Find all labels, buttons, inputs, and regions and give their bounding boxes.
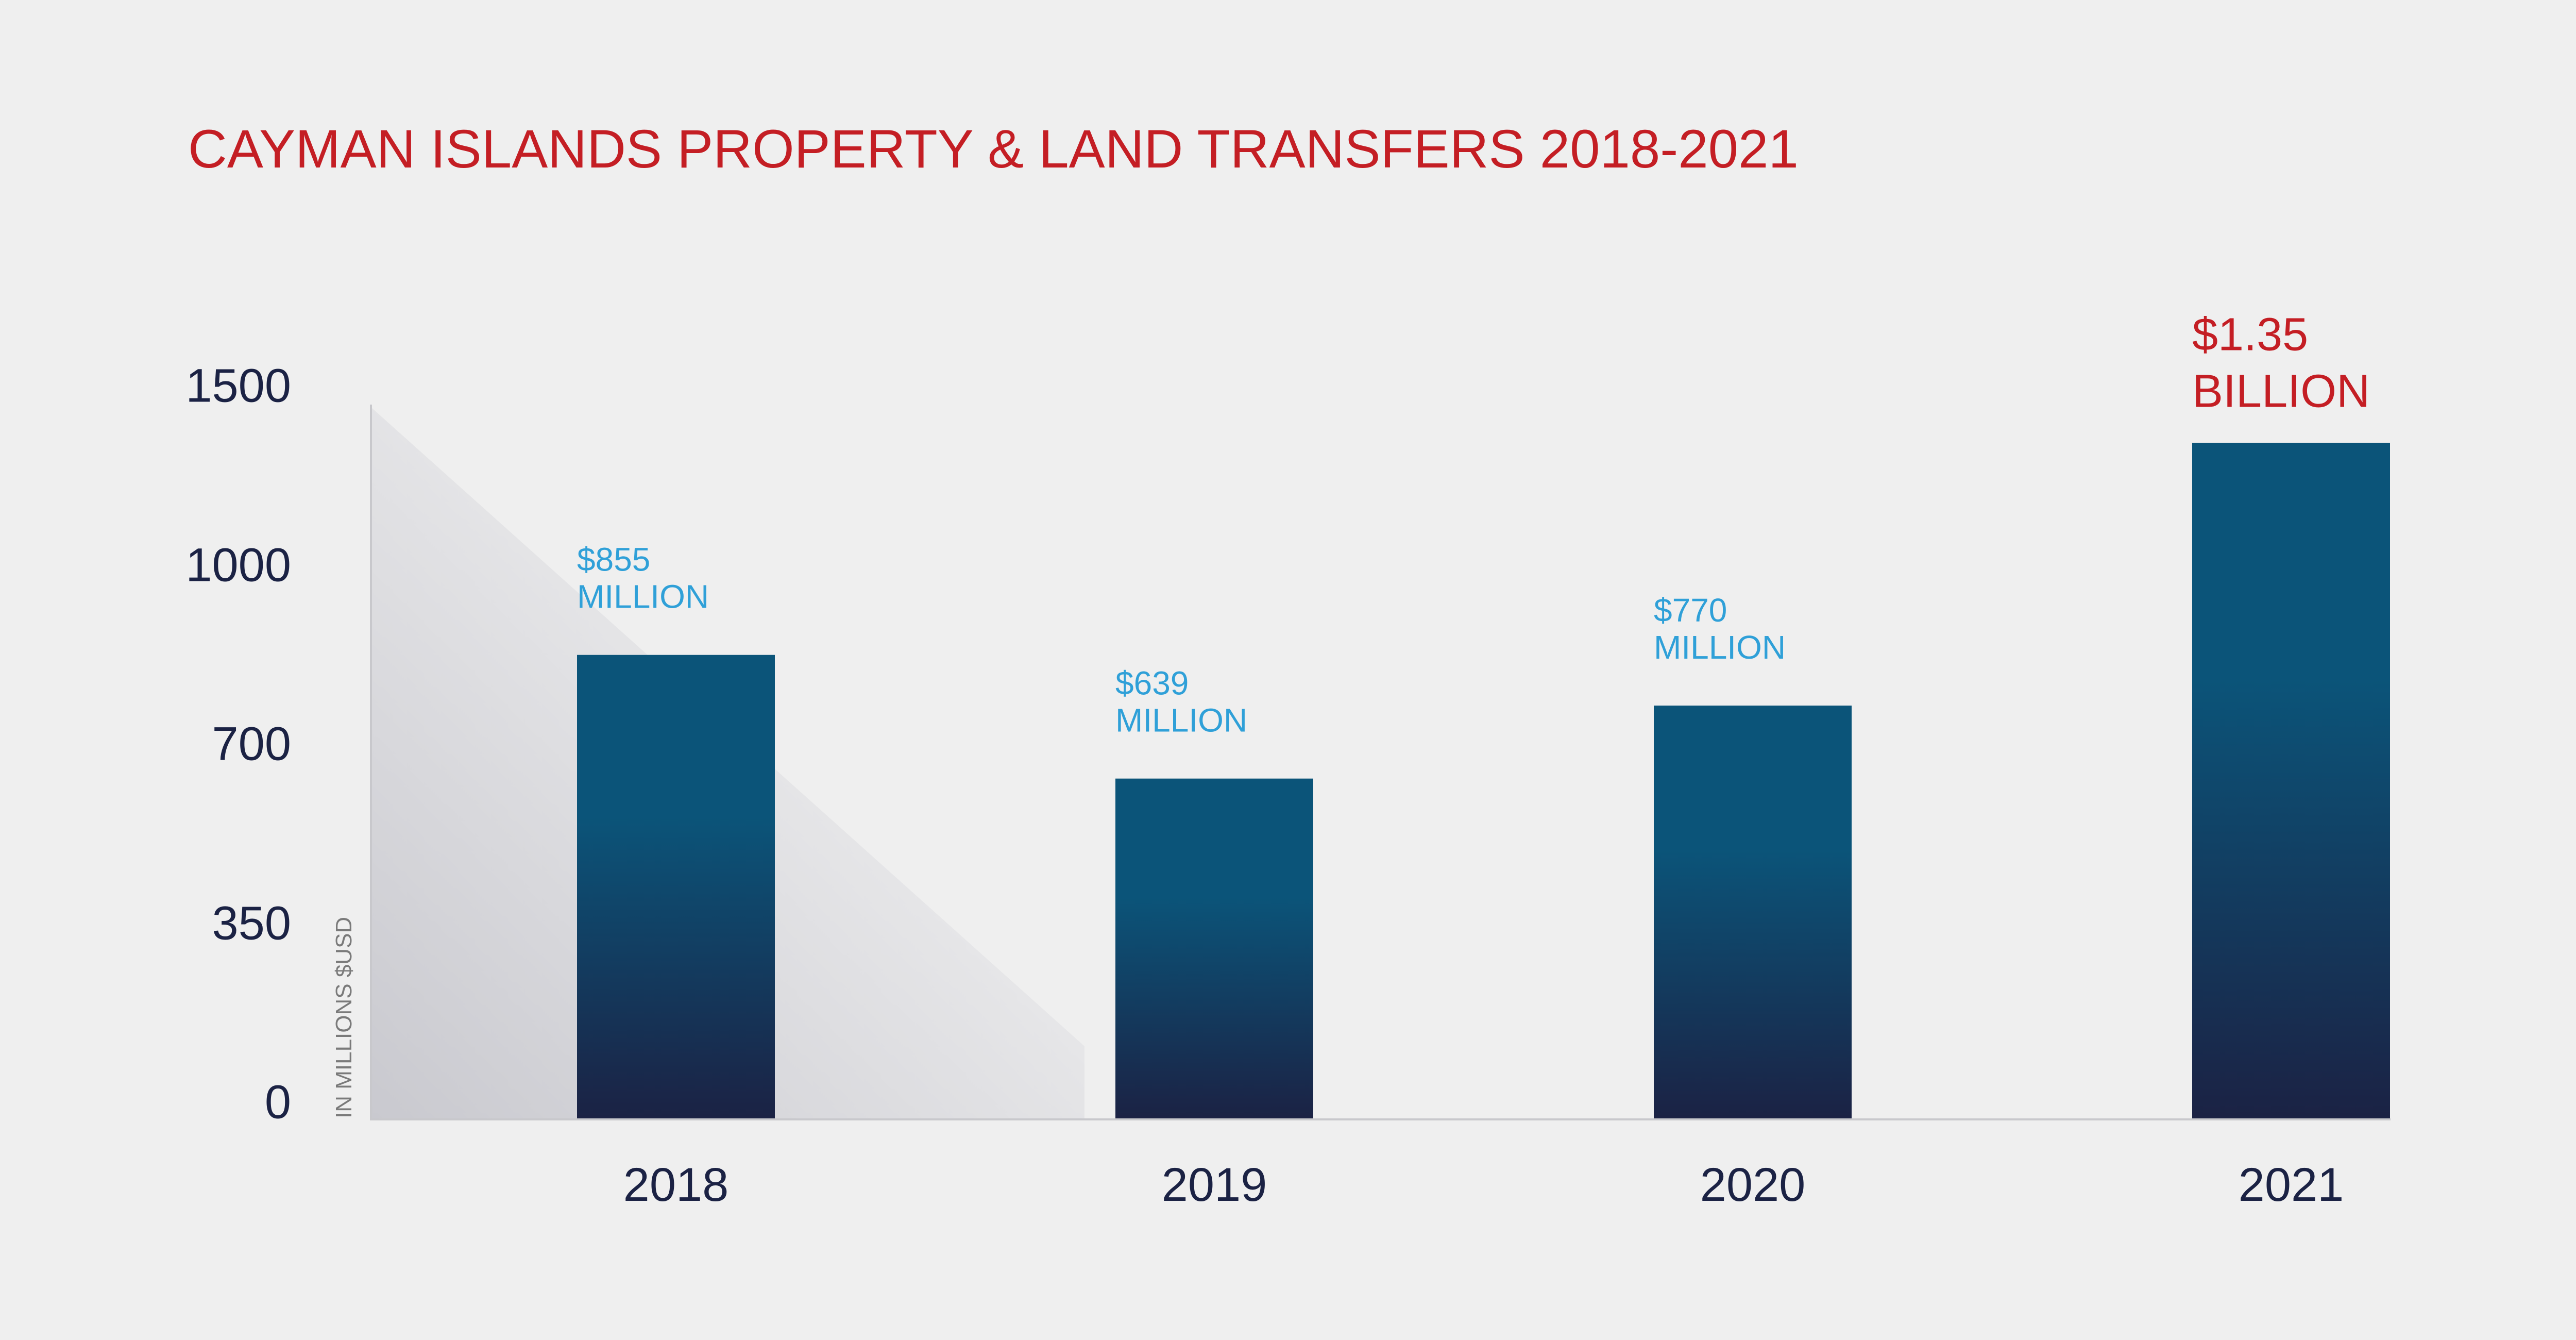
- x-tick-labels: 2018 2019 2020 2021: [623, 1159, 2344, 1211]
- y-ticks: 0 350 700 1000 1500: [185, 359, 291, 1128]
- bar: [577, 655, 775, 1118]
- chart-title: CAYMAN ISLANDS PROPERTY & LAND TRANSFERS…: [188, 119, 1799, 179]
- data-label: MILLION: [1654, 629, 1786, 666]
- bars: [577, 443, 2390, 1118]
- y-tick-label: 1000: [185, 539, 291, 591]
- x-tick-label: 2021: [2239, 1159, 2344, 1211]
- y-tick-label: 350: [212, 897, 292, 949]
- bar: [2192, 443, 2390, 1118]
- y-tick-label: 0: [265, 1076, 291, 1128]
- y-tick-label: 1500: [185, 359, 291, 412]
- bar: [1654, 706, 1852, 1118]
- y-tick-label: 700: [212, 717, 292, 770]
- data-labels: $855MILLION$639MILLION$770MILLION$1.35BI…: [577, 309, 2370, 739]
- data-label: $855: [577, 541, 650, 578]
- data-label: $770: [1654, 592, 1727, 629]
- data-label: $639: [1115, 665, 1189, 702]
- data-label: $1.35: [2192, 309, 2308, 360]
- x-tick-label: 2019: [1162, 1159, 1267, 1211]
- x-tick-label: 2018: [623, 1159, 729, 1211]
- y-axis-label: IN MILLIONS $USD: [331, 917, 357, 1118]
- data-label: BILLION: [2192, 365, 2370, 417]
- x-tick-label: 2020: [1700, 1159, 1806, 1211]
- data-label: MILLION: [1115, 702, 1247, 739]
- bar: [1115, 778, 1313, 1118]
- data-label: MILLION: [577, 578, 709, 615]
